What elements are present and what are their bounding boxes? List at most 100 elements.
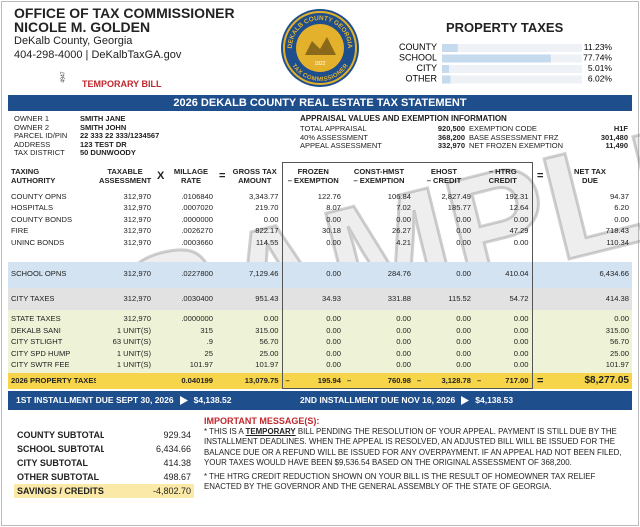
spacer-cell (281, 262, 344, 268)
cell: .0026270 (181, 226, 213, 236)
cell (154, 293, 166, 305)
cell: 0.00 (396, 348, 411, 358)
row-group: SCHOOL OPNS 312,970.0227800 7,129.46 0.00 28… (8, 262, 632, 288)
owner-field: TAX DISTRICT (14, 148, 65, 158)
tax-row: UNINC BONDS 312,970.0003660 114.55 0.00 4.21… (8, 236, 632, 249)
cell: 0.00 (456, 337, 471, 347)
tax-row: COUNTY OPNS 312,970 .0106840 3,343.77 122.76… (8, 190, 632, 202)
cell: 110.34 (606, 237, 629, 247)
cell (532, 336, 548, 348)
cell (532, 237, 548, 249)
cell: HOSPITALS (11, 203, 54, 213)
cell: 0.00 (474, 359, 533, 371)
message: * THIS IS A TEMPORARY BILL PENDING THE R… (204, 427, 632, 469)
row-group: STATE TAXES 312,970.0000000 0.00 0.00 0.00 0.… (8, 310, 632, 373)
share-track (442, 44, 582, 52)
cell (154, 237, 166, 249)
spacer (8, 304, 632, 310)
cell: 4.21 (396, 237, 411, 247)
tax-row: SCHOOL OPNS 312,970.0227800 7,129.46 0.00 28… (8, 268, 632, 280)
seal: DEKALB COUNTY GEORGIA TAX COMMISSIONER 1… (281, 9, 359, 87)
header-line: – HTRG (488, 167, 517, 177)
tax-row: CITY SWTR FEE 1 UNIT(S) 101.97 101.97 0.00 0.… (8, 359, 632, 371)
cell: 951.43 (255, 293, 279, 303)
cell: 192.31 (474, 190, 533, 202)
spacer (8, 262, 632, 268)
cell: .0000000 (181, 214, 213, 224)
commissioner: NICOLE M. GOLDEN (14, 19, 151, 35)
spacer-cell (414, 280, 474, 288)
cell: 25.00 (259, 348, 279, 358)
total-cell: – 760.98 (344, 372, 414, 389)
message-text: * THE HTRG CREDIT REDUCTION SHOWN ON YOU… (204, 471, 596, 492)
cell: 312,970 (123, 226, 151, 236)
appraisal-row: TOTAL APPRAISAL 920,500 EXEMPTION CODE H1F (300, 124, 630, 134)
header-cell: MILLAGE RATE (166, 163, 216, 191)
cell: 101.97 (189, 360, 213, 370)
subtotal-label: SCHOOL SUBTOTAL (17, 444, 104, 454)
total-cell: – 3,128.78 (414, 372, 474, 389)
total-cell: 0.040199 (166, 372, 216, 389)
total-cell: $8,277.05 (548, 372, 632, 389)
header-line: AUTHORITY (11, 175, 56, 185)
cell: 0.00 (474, 324, 533, 336)
header-line: DUE (581, 175, 599, 185)
spacer-cell (281, 287, 344, 293)
cell: 0.00 (281, 236, 344, 248)
cell: 8.07 (281, 202, 344, 214)
spacer-cell (154, 280, 166, 288)
header-line: AMOUNT (238, 175, 272, 185)
cell: 30.18 (281, 225, 344, 237)
cell: 718.43 (605, 226, 629, 236)
spacer-cell (474, 248, 533, 262)
appraisal-field: TOTAL APPRAISAL (300, 124, 367, 133)
cell: .0030400 (181, 293, 213, 303)
cell (216, 214, 228, 226)
cell (532, 348, 548, 360)
cell (216, 293, 228, 305)
spacer-cell (281, 370, 344, 373)
owner-row: TAX DISTRICT 50 DUNWOODY (14, 149, 284, 158)
subtotal-label: SAVINGS / CREDITS (17, 486, 104, 496)
header-cell: EHOST – CREDIT (414, 162, 474, 191)
arrow (179, 396, 188, 405)
total-cell: 13,079.75 (228, 372, 282, 389)
cell: 0.00 (614, 214, 629, 224)
owner-field: PARCEL ID/PIN (14, 131, 68, 141)
cell: .0007020 (181, 203, 213, 213)
appraisal-field: 40% ASSESSMENT (300, 132, 368, 142)
header-cell: X (154, 163, 166, 191)
appraisal-row: 40% ASSESSMENT 368,200 BASE ASSESSMENT FRZ… (300, 132, 630, 143)
cell: 0.00 (396, 325, 411, 335)
share-bar (442, 75, 451, 84)
spacer-cell (474, 262, 533, 268)
cell: 1 UNIT(S) (116, 325, 151, 335)
cell (216, 268, 228, 280)
spacer-cell (474, 370, 533, 373)
share-track (442, 65, 582, 73)
arrow-icon (179, 396, 188, 405)
cell: 115.52 (448, 293, 471, 303)
subtotal-value: -4,802.70 (152, 486, 191, 496)
cell: 312,970 (123, 314, 151, 324)
spacer-cell (216, 280, 228, 288)
installment-label: 1ST INSTALLMENT DUE SEPT 30, 2026 (16, 395, 174, 405)
cell: 0.00 (614, 314, 629, 324)
cell: 312,970 (123, 203, 151, 213)
office: OFFICE OF TAX COMMISSIONER (14, 5, 235, 21)
subtotal-row: SCHOOL SUBTOTAL 6,434.66 (14, 442, 194, 456)
cell: 56.70 (259, 337, 279, 347)
cell: 101.97 (255, 360, 279, 370)
cell: 0.00 (474, 313, 533, 325)
header-cell: TAXABLE ASSESSMENT (96, 163, 154, 191)
cell: 414.38 (605, 293, 629, 303)
cell: CITY STLIGHT (11, 337, 63, 347)
cell: 1 UNIT(S) (116, 360, 151, 370)
subtotal-row: CITY SUBTOTAL 414.38 (14, 456, 194, 470)
cell: 106.84 (387, 191, 411, 201)
cell (154, 313, 166, 325)
share-label: CITY (416, 63, 437, 73)
spacer-cell (154, 248, 166, 262)
cell: 0.00 (456, 325, 471, 335)
cell: 0.00 (396, 314, 411, 324)
